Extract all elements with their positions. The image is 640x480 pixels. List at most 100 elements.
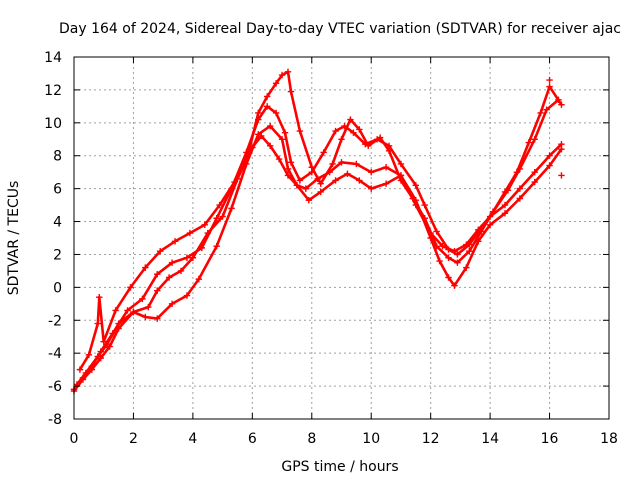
data-point	[284, 68, 292, 76]
data-point	[246, 145, 253, 153]
y-tick-label: 4	[53, 215, 62, 231]
data-point	[356, 177, 363, 184]
y-tick-label: -8	[48, 412, 62, 428]
data-point	[454, 259, 461, 266]
data-point	[213, 215, 220, 222]
data-point	[332, 177, 339, 184]
data-point	[168, 259, 176, 266]
data-point	[376, 134, 384, 141]
data-point	[198, 244, 206, 252]
series-2	[73, 122, 565, 388]
data-point	[368, 168, 375, 176]
series-line-2	[75, 124, 563, 386]
data-point	[201, 221, 208, 229]
x-axis-label: GPS time / hours	[281, 459, 398, 475]
data-point	[531, 136, 538, 143]
data-point	[278, 136, 286, 143]
x-tick-label: 8	[307, 431, 316, 447]
data-point	[477, 228, 485, 235]
data-point	[281, 129, 289, 136]
data-point	[275, 155, 283, 163]
data-point	[154, 315, 161, 322]
annotation-point	[558, 172, 565, 179]
data-point	[142, 313, 149, 321]
data-point	[320, 149, 327, 156]
data-point	[296, 177, 304, 184]
data-point	[433, 243, 440, 250]
data-point	[168, 300, 176, 308]
data-point	[317, 180, 324, 187]
data-point	[94, 320, 101, 327]
data-point	[76, 366, 84, 373]
data-point	[228, 205, 235, 212]
data-point	[189, 254, 197, 261]
data-point	[109, 330, 116, 337]
x-axis-ticks: 0 2 4 6 8 10 12 14 16 18	[70, 57, 618, 447]
series-line-4	[78, 70, 563, 371]
data-point	[356, 126, 363, 133]
annotation-point	[546, 76, 553, 84]
data-point	[513, 168, 521, 176]
data-point	[272, 109, 280, 117]
data-point	[531, 178, 538, 186]
data-point	[409, 195, 417, 202]
data-point	[466, 241, 473, 248]
data-point	[516, 185, 524, 192]
data-point	[466, 247, 473, 255]
data-point	[284, 165, 292, 173]
chart-title: Day 164 of 2024, Sidereal Day-to-day VTE…	[59, 21, 621, 37]
data-point	[489, 208, 497, 215]
data-point	[421, 215, 428, 222]
data-point	[278, 71, 286, 79]
data-point	[516, 195, 524, 202]
y-tick-label: 10	[44, 116, 62, 132]
y-tick-label: 2	[53, 247, 62, 263]
series-line-3	[72, 98, 560, 391]
data-point	[183, 292, 191, 299]
data-point	[344, 170, 351, 178]
data-point	[219, 213, 226, 220]
data-point	[317, 188, 324, 196]
data-point	[145, 303, 152, 311]
y-axis-label: SDTVAR / TECUs	[6, 181, 22, 296]
data-point	[531, 168, 538, 176]
data-point	[329, 160, 336, 168]
data-point	[79, 374, 87, 382]
x-tick-label: 6	[248, 431, 257, 447]
data-point	[243, 160, 250, 168]
y-tick-label: -4	[48, 346, 62, 362]
data-point	[436, 257, 443, 265]
x-tick-label: 12	[422, 431, 440, 447]
data-point	[177, 267, 185, 275]
data-point	[154, 271, 161, 278]
data-point	[543, 106, 550, 113]
data-point	[445, 254, 452, 261]
data-point	[127, 284, 134, 291]
data-point	[183, 254, 191, 261]
data-point	[525, 139, 532, 146]
data-point	[186, 229, 194, 237]
data-point	[142, 264, 149, 271]
data-point	[96, 294, 103, 301]
data-point	[272, 80, 280, 87]
data-point	[85, 351, 93, 359]
data-point	[454, 251, 461, 258]
data-point	[347, 116, 354, 123]
data-point	[263, 93, 271, 100]
y-tick-label: 0	[53, 280, 62, 296]
data-point	[501, 201, 509, 209]
data-point	[139, 295, 146, 303]
x-tick-label: 2	[129, 431, 138, 447]
data-point	[287, 159, 295, 166]
data-point	[382, 180, 390, 187]
data-point	[332, 127, 339, 135]
data-point	[558, 145, 565, 153]
data-point	[382, 164, 390, 171]
data-point	[255, 131, 262, 138]
data-point	[412, 182, 420, 189]
data-point	[266, 122, 274, 130]
data-point	[287, 88, 295, 95]
data-point	[263, 103, 271, 110]
data-point	[463, 264, 470, 271]
